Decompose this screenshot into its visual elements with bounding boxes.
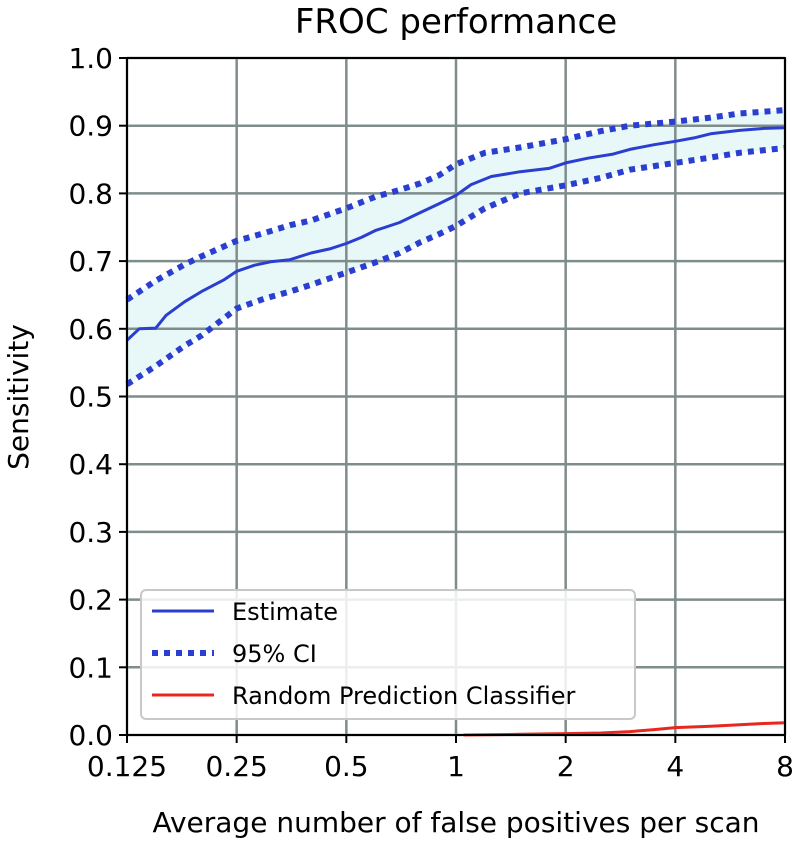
y-tick-label: 0.6	[68, 313, 113, 346]
x-tick-label: 8	[776, 750, 794, 783]
x-tick-label: 1	[447, 750, 465, 783]
legend-frame	[140, 589, 636, 720]
y-tick-label: 1.0	[68, 42, 113, 75]
x-tick-label: 4	[666, 750, 684, 783]
y-tick-label: 0.9	[68, 110, 113, 143]
x-tick-label: 2	[557, 750, 575, 783]
x-tick-label: 0.125	[87, 750, 167, 783]
y-tick-label: 0.4	[68, 448, 113, 481]
y-tick-label: 0.3	[68, 516, 113, 549]
y-tick-label: 0.0	[68, 719, 113, 752]
legend-label-estimate: Estimate	[232, 598, 338, 626]
plot-area: 0.125 0.25 0.5 1 2 4 8 0.0 0.1 0.2 0.3 0.4 0.5 0.6 0.7…	[68, 42, 793, 783]
x-tick-label: 0.5	[324, 750, 369, 783]
chart-title: FROC performance	[295, 2, 617, 42]
legend: Estimate 95% CI Random Prediction Classi…	[140, 589, 636, 720]
series-random-line	[463, 721, 786, 737]
x-axis-label: Average number of false positives per sc…	[152, 806, 759, 839]
y-tick-label: 0.2	[68, 584, 113, 617]
series-ci-lower-line	[125, 145, 786, 387]
y-tick-label: 0.1	[68, 651, 113, 684]
series-ci-upper-line	[125, 107, 786, 303]
series-estimate-line	[125, 126, 786, 342]
legend-label-random: Random Prediction Classifier	[232, 682, 576, 710]
x-tick-label: 0.25	[205, 750, 267, 783]
y-axis-label: Sensitivity	[2, 324, 35, 470]
y-tick-label: 0.5	[68, 381, 113, 414]
y-tick-label: 0.8	[68, 177, 113, 210]
legend-label-ci: 95% CI	[232, 640, 317, 668]
y-tick-label: 0.7	[68, 245, 113, 278]
